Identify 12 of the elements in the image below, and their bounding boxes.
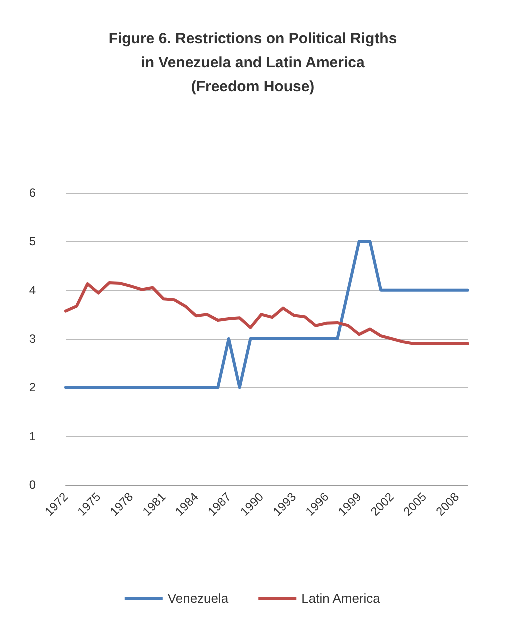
y-tick-label: 0	[29, 478, 36, 492]
line-series	[64, 282, 470, 346]
y-tick-label: 4	[29, 283, 36, 298]
legend-label: Venezuela	[168, 591, 230, 606]
y-tick-label: 6	[29, 186, 36, 200]
legend-label: Latin America	[302, 591, 382, 606]
y-tick-label: 5	[29, 234, 36, 249]
y-tick-label: 3	[29, 332, 36, 346]
y-tick-label: 2	[29, 380, 36, 395]
line-series	[64, 240, 470, 390]
y-tick-label: 1	[29, 429, 36, 444]
chart-title: Figure 6. Restrictions on Political Rigths in Venezuela and Latin America (Freedom House)	[108, 30, 398, 96]
